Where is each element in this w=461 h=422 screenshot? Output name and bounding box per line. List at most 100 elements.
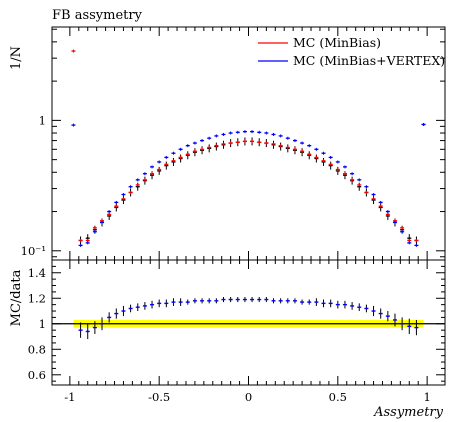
ratio-point-5 [114,308,119,319]
point-s0-12 [157,168,162,172]
point-s0-23 [235,140,240,144]
point-s1-19 [207,136,212,140]
point-s0-18 [200,147,205,151]
point-s0-35 [321,159,326,163]
point-s1-0 [71,123,76,127]
point-s1-6 [114,200,119,204]
point-s0-13 [164,162,169,166]
xtick-label-3: 0.5 [329,390,347,404]
point-s1-35 [321,151,326,155]
point-s1-31 [292,139,297,143]
point-s1-30 [285,136,290,140]
point-s1-39 [350,172,355,176]
ratio-point-34 [321,299,326,308]
point-s1-9 [135,178,140,182]
point-s1-32 [300,141,305,145]
ratio-point-4 [107,312,112,323]
point-s1-41 [364,185,369,189]
legend-label-minbias-vertex: MC (MinBias+VERTEX) [293,53,445,68]
ratio-point-0 [78,322,83,338]
point-s1-27 [264,131,269,135]
point-s1-28 [271,132,276,136]
point-s1-17 [192,141,197,145]
point-s1-2 [85,241,90,245]
top-y-axis-label: 1/N [9,46,24,70]
xtick-label-4: 1 [423,390,430,404]
point-s0-43 [378,204,383,208]
point-s0-15 [178,155,183,159]
point-s1-24 [242,130,247,134]
ratio-point-6 [121,305,126,317]
point-s1-4 [100,220,105,224]
xtick-label-1: -0.5 [148,390,170,404]
ratio-point-15 [185,299,190,305]
ratio-point-14 [178,298,183,306]
point-s1-23 [235,130,240,134]
point-s1-33 [307,144,312,148]
bottom-panel-frame [51,259,446,386]
bottom-panel-band-layer [52,319,445,328]
ratio-point-33 [314,298,319,306]
legend-label-minbias: MC (MinBias) [293,35,381,50]
point-s0-25 [250,139,255,143]
ratio-point-18 [207,298,212,304]
point-s0-14 [171,159,176,163]
bot-ytick-label-2: 1 [39,317,46,331]
point-s0-22 [228,141,233,145]
point-s0-39 [350,178,355,182]
ratio-point-25 [257,296,262,303]
bottom-panel-data-layer [78,296,419,340]
ratio-point-24 [250,296,255,303]
point-s1-40 [357,178,362,182]
point-s1-14 [171,151,176,155]
point-s0-21 [221,142,226,146]
point-s1-43 [378,200,383,204]
ratio-point-9 [142,302,147,310]
point-s1-46 [400,230,405,234]
point-s1-8 [128,185,133,189]
bottom-panel-ticks-layer: 0.6 0.8 1 1.2 1.4 -1 -0.5 0 0.5 1 [28,259,445,404]
ratio-point-39 [357,303,362,312]
ratio-point-2 [92,321,97,334]
point-s1-36 [328,155,333,159]
point-s0-30 [285,145,290,149]
top-panel: 10⁻¹ 1 [21,26,446,261]
point-s0-3 [92,226,97,230]
point-s0-31 [292,147,297,151]
bot-ytick-label-1: 0.8 [28,342,46,356]
ratio-point-27 [271,298,276,304]
ratio-point-8 [135,303,140,312]
top-ytick-label-0: 10⁻¹ [21,244,46,258]
point-s0-29 [278,144,283,148]
point-s0-6 [114,204,119,208]
ratio-point-10 [150,300,155,309]
point-s1-15 [178,147,183,151]
ratio-point-20 [221,296,226,303]
point-s0-7 [121,197,126,201]
point-s0-41 [364,190,369,194]
ratio-point-11 [157,299,162,308]
point-s0-9 [135,183,140,187]
ratio-point-31 [300,299,305,305]
point-s1-7 [121,193,126,197]
ratio-point-43 [385,311,390,322]
ratio-point-42 [378,308,383,319]
point-s0-28 [271,142,276,146]
ratio-point-37 [342,300,347,309]
ratio-point-7 [128,304,133,313]
point-s0-42 [371,197,376,201]
point-s1-22 [228,131,233,135]
point-s0-46 [400,226,405,230]
point-s0-20 [214,144,219,148]
chart-title: FB assymetry [52,8,143,23]
point-s0-24 [242,139,247,143]
top-panel-data-layer [71,49,426,247]
point-s1-25 [250,130,255,134]
point-s0-8 [128,190,133,194]
point-s1-13 [164,155,169,159]
ratio-point-23 [242,296,247,303]
ratio-point-41 [371,305,376,317]
point-s1-5 [107,210,112,214]
ratio-point-46 [407,318,412,334]
